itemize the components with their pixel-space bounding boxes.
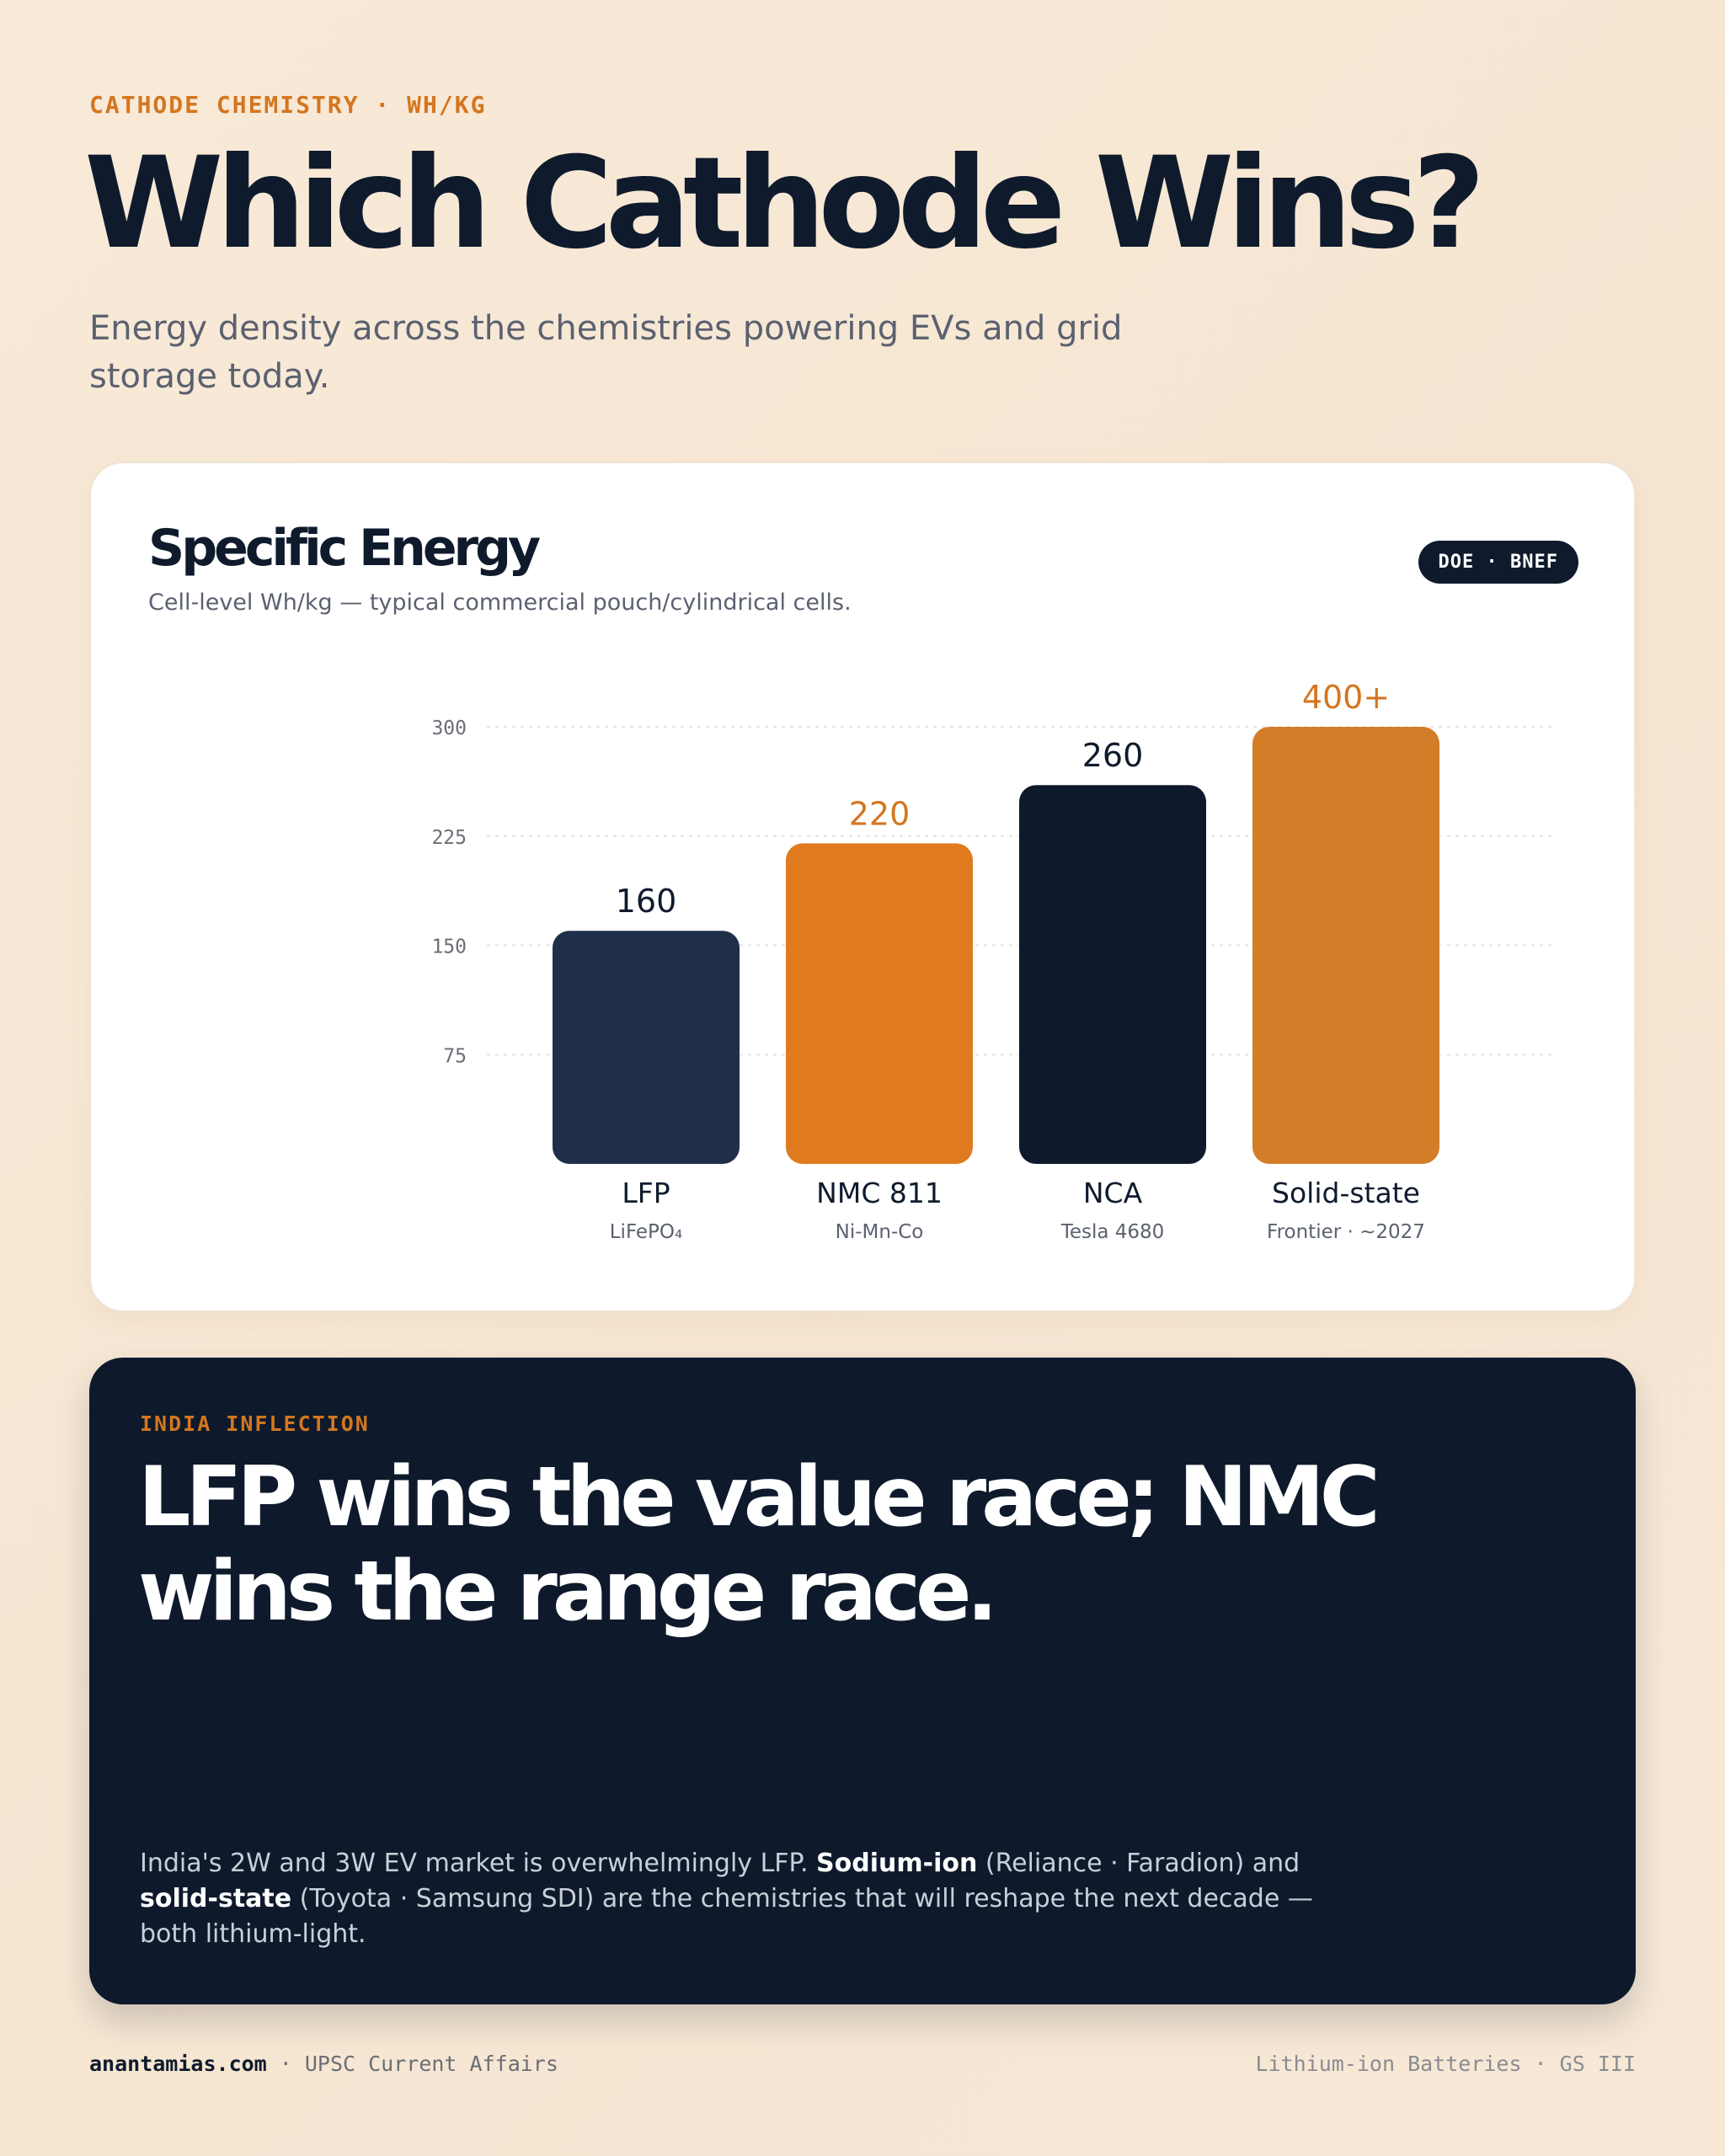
x-tick-sublabel: Ni-Mn-Co xyxy=(836,1221,924,1243)
page-subtitle: Energy density across the chemistries po… xyxy=(89,309,1123,396)
data-label: 160 xyxy=(616,883,677,920)
data-label: 400+ xyxy=(1302,679,1390,716)
y-tick-label: 150 xyxy=(431,937,467,958)
insight-panel: INDIA INFLECTION LFP wins the value race… xyxy=(89,1358,1636,2004)
x-tick-label: NMC 811 xyxy=(816,1177,943,1209)
bar xyxy=(1252,727,1439,1164)
data-label: 220 xyxy=(849,795,911,832)
insight-body-text: (Reliance · Faradion) and xyxy=(977,1849,1300,1878)
insight-headline: LFP wins the value race; NMC wins the ra… xyxy=(138,1449,1381,1640)
source-badge: DOE · BNEF xyxy=(1418,541,1578,584)
insight-eyebrow: INDIA INFLECTION xyxy=(140,1412,370,1436)
x-tick-label: Solid-state xyxy=(1272,1177,1420,1209)
bar-chart: 75 150 225 300 160 LFP LiFePO₄ 220 NMC 811 Ni-Mn-… xyxy=(431,679,1552,1243)
insight-body-text: India's 2W and 3W EV market is overwhelm… xyxy=(140,1849,817,1878)
y-tick-label: 225 xyxy=(431,827,467,849)
y-tick-label: 300 xyxy=(431,718,467,739)
footer-topic: Lithium-ion Batteries · GS III xyxy=(1255,2052,1636,2076)
insight-body: India's 2W and 3W EV market is overwhelm… xyxy=(140,1846,1336,1952)
chart-subtitle: Cell-level Wh/kg — typical commercial po… xyxy=(148,590,852,616)
footer-section: · UPSC Current Affairs xyxy=(266,2052,558,2076)
bar xyxy=(1019,785,1206,1164)
chart-card: Specific Energy Cell-level Wh/kg — typic… xyxy=(89,462,1636,1312)
insight-body-highlight: Sodium-ion xyxy=(816,1849,978,1878)
y-tick-label: 75 xyxy=(443,1045,467,1067)
page-title: Which Cathode Wins? xyxy=(84,131,1486,277)
eyebrow-label: CATHODE CHEMISTRY · WH/KG xyxy=(89,91,487,119)
x-tick-sublabel: Tesla 4680 xyxy=(1060,1221,1165,1243)
data-label: 260 xyxy=(1082,737,1144,774)
x-tick-sublabel: Frontier · ~2027 xyxy=(1267,1221,1425,1243)
insight-body-highlight: solid-state xyxy=(140,1884,292,1913)
x-tick-sublabel: LiFePO₄ xyxy=(610,1221,683,1243)
footer-left: anantamias.com · UPSC Current Affairs xyxy=(89,2052,558,2076)
insight-body-text: (Toyota · Samsung SDI) are the chemistri… xyxy=(140,1884,1313,1949)
x-tick-label: LFP xyxy=(622,1177,670,1209)
x-tick-label: NCA xyxy=(1083,1177,1143,1209)
bar xyxy=(553,931,740,1164)
chart-title: Specific Energy xyxy=(148,519,541,578)
bar xyxy=(786,843,973,1164)
footer-site-link[interactable]: anantamias.com xyxy=(89,2052,267,2076)
